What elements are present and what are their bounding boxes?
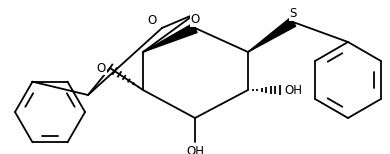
Text: O: O xyxy=(97,61,106,75)
Text: O: O xyxy=(190,13,200,26)
Text: O: O xyxy=(148,14,157,27)
Text: OH: OH xyxy=(186,145,204,154)
Text: S: S xyxy=(289,7,297,20)
Text: OH: OH xyxy=(284,83,302,97)
Polygon shape xyxy=(248,18,296,52)
Polygon shape xyxy=(143,23,197,52)
